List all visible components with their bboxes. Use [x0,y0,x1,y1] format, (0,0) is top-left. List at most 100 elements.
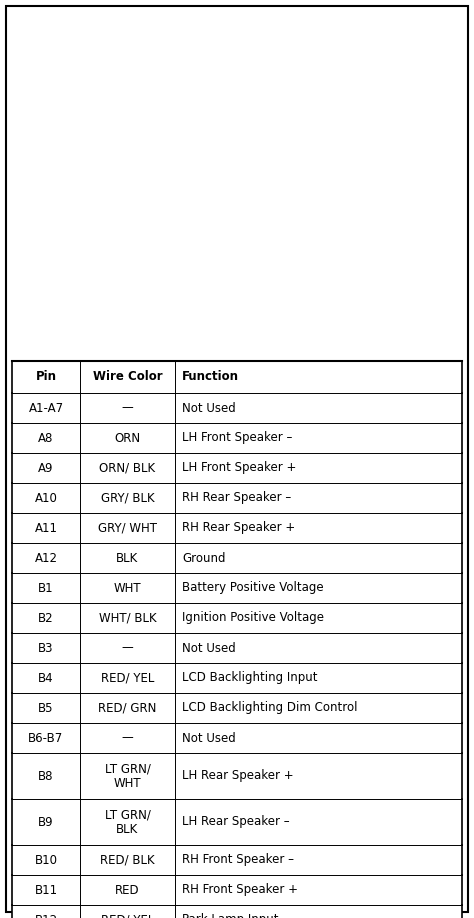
Bar [143,634,161,648]
Text: RH Rear Speaker +: RH Rear Speaker + [182,521,295,534]
Text: —: — [122,732,133,744]
Bar [318,722,327,730]
Text: Park Lamp Input: Park Lamp Input [182,913,279,918]
Text: Ground: Ground [182,552,226,565]
Bar [191,634,210,648]
Text: Not Used: Not Used [182,401,236,415]
Text: B10: B10 [35,854,57,867]
Bar [374,794,394,810]
Text: BLK: BLK [117,552,138,565]
Bar [402,698,420,738]
Bar [80,794,100,810]
Text: Function: Function [182,371,239,384]
Bar [54,698,72,738]
Bar [12,393,462,423]
Text: ORN/ BLK: ORN/ BLK [100,462,155,475]
Text: RED/ BLK: RED/ BLK [100,854,155,867]
Bar [157,558,195,590]
Bar [143,708,161,722]
Text: A1-A7: A1-A7 [28,401,64,415]
Bar [293,626,302,634]
Bar [147,722,156,730]
Bar [118,708,137,722]
Bar [240,634,258,648]
Bar [12,423,462,453]
Text: B8: B8 [38,769,54,782]
Text: A12: A12 [35,552,57,565]
Bar [264,708,283,722]
Bar [76,786,112,814]
Text: B5: B5 [38,701,54,714]
Bar [362,708,380,722]
Bar [245,626,254,634]
Bar [269,722,278,730]
Text: A12: A12 [406,633,430,645]
Text: A8: A8 [38,431,54,444]
Bar [12,693,462,723]
Text: RED: RED [115,883,140,897]
Bar [12,603,462,633]
Bar [313,708,331,722]
Text: B9: B9 [38,815,54,829]
Text: WHT: WHT [114,581,141,595]
Bar [172,722,181,730]
Bar [166,560,186,570]
Bar [94,634,112,648]
Text: A10: A10 [35,491,57,505]
Text: B1: B1 [52,711,68,723]
Text: B12: B12 [35,913,57,918]
Bar [366,722,375,730]
Bar [12,663,462,693]
Bar [245,722,254,730]
Text: RH Rear Speaker –: RH Rear Speaker – [182,491,291,505]
Text: LCD Backlighting Input: LCD Backlighting Input [182,671,318,685]
Text: Not Used: Not Used [182,732,236,744]
Bar [362,786,398,814]
Bar [269,626,278,634]
Bar [289,634,307,648]
Text: Ignition Positive Voltage: Ignition Positive Voltage [182,611,324,624]
Bar [94,708,112,722]
Bar [167,708,185,722]
Bar [196,722,205,730]
Bar [12,543,462,573]
Text: B4: B4 [38,671,54,685]
Bar [12,513,462,543]
Bar [118,634,137,648]
Text: RED/ GRN: RED/ GRN [98,701,157,714]
Text: RH Front Speaker +: RH Front Speaker + [182,883,298,897]
Bar [220,722,229,730]
Text: B6-B7: B6-B7 [28,732,64,744]
Bar [123,626,132,634]
Bar [12,905,462,918]
Text: LT GRN/
WHT: LT GRN/ WHT [105,762,150,790]
Bar [288,560,308,570]
Text: RED/ YEL: RED/ YEL [101,671,154,685]
Bar [147,626,156,634]
Text: LCD Backlighting Dim Control: LCD Backlighting Dim Control [182,701,357,714]
Bar [172,626,181,634]
Text: WHT/ BLK: WHT/ BLK [99,611,156,624]
Text: —: — [122,401,133,415]
Bar [216,708,234,722]
Bar [12,845,462,875]
Text: Not Used: Not Used [182,642,236,655]
Text: B1: B1 [38,581,54,595]
Bar [12,875,462,905]
Text: —: — [122,642,133,655]
Bar [191,708,210,722]
Bar [264,634,283,648]
Bar [72,590,402,786]
Text: Battery Positive Voltage: Battery Positive Voltage [182,581,324,595]
Bar [167,634,185,648]
Bar [123,722,132,730]
Text: LH Rear Speaker –: LH Rear Speaker – [182,815,290,829]
Text: B11: B11 [35,883,57,897]
Text: A1: A1 [52,633,68,645]
Bar [12,723,462,753]
Bar [12,453,462,483]
Bar [342,722,351,730]
Text: A11: A11 [35,521,57,534]
Bar [318,626,327,634]
Text: RH Front Speaker –: RH Front Speaker – [182,854,294,867]
